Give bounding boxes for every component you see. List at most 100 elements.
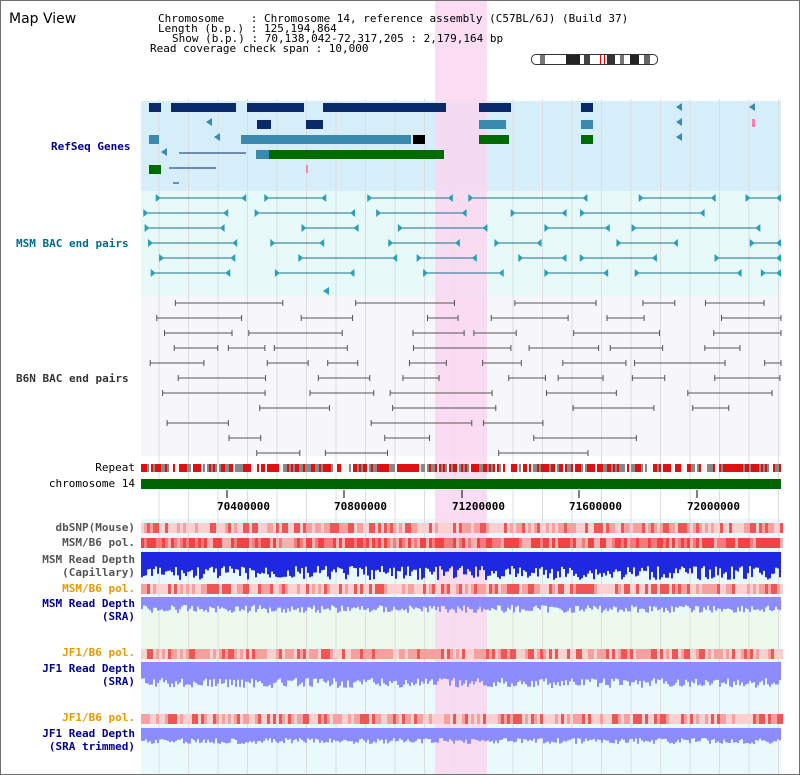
bac-end-marker <box>672 239 678 247</box>
read-depth-bar <box>289 728 291 739</box>
read-depth-bar <box>673 597 675 612</box>
repeat-mark <box>421 464 423 472</box>
read-depth-bar <box>179 552 181 580</box>
read-depth-bar <box>159 597 161 611</box>
polymorphism-mark <box>738 538 741 548</box>
read-depth-bar <box>299 597 301 613</box>
read-depth-bar <box>235 552 237 570</box>
polymorphism-mark <box>168 714 171 724</box>
polymorphism-mark <box>480 523 483 533</box>
read-depth-bar <box>541 597 543 606</box>
polymorphism-mark <box>189 584 192 594</box>
polymorphism-mark <box>597 649 600 659</box>
msm-bac-label[interactable]: MSM BAC end pairs <box>16 237 129 250</box>
read-depth-bar <box>685 597 687 606</box>
read-depth-bar <box>707 552 709 580</box>
gene-block <box>149 103 161 112</box>
polymorphism-mark <box>252 538 255 548</box>
read-depth-bar <box>355 597 357 609</box>
polymorphism-mark <box>699 538 702 548</box>
polymorphism-mark <box>351 584 354 594</box>
polymorphism-mark <box>303 538 306 548</box>
polymorphism-mark <box>591 584 594 594</box>
read-depth-bar <box>671 728 673 743</box>
polymorphism-mark <box>768 538 771 548</box>
read-depth-bar <box>231 662 233 686</box>
bac-end-marker <box>232 239 238 247</box>
gene-block <box>581 120 593 129</box>
polymorphism-mark <box>495 538 498 548</box>
read-depth-bar <box>301 597 303 608</box>
read-depth-bar <box>583 552 585 576</box>
read-depth-bar <box>637 728 639 744</box>
polymorphism-mark <box>531 538 534 548</box>
chromosome-ideogram[interactable] <box>531 54 658 65</box>
repeat-mark <box>167 464 169 472</box>
read-depth-bar <box>317 662 319 684</box>
polymorphism-mark <box>762 584 765 594</box>
polymorphism-mark <box>486 523 489 533</box>
read-depth-bar <box>417 552 419 580</box>
read-depth-bar <box>395 552 397 579</box>
read-depth-bar <box>521 662 523 685</box>
read-depth-bar <box>273 728 275 740</box>
polymorphism-mark <box>450 538 453 548</box>
polymorphism-mark <box>600 584 603 594</box>
read-depth-bar <box>141 662 143 679</box>
polymorphism-mark <box>546 714 549 724</box>
read-depth-bar <box>661 597 663 608</box>
read-depth-bar <box>163 597 165 612</box>
gene-arrow <box>749 103 755 111</box>
read-depth-bar <box>595 597 597 608</box>
read-depth-bar <box>525 552 527 572</box>
b6n-bac-label[interactable]: B6N BAC end pairs <box>16 372 129 385</box>
polymorphism-mark <box>687 584 690 594</box>
polymorphism-mark <box>387 523 390 533</box>
polymorphism-mark <box>252 523 255 533</box>
read-depth-bar <box>337 552 339 568</box>
polymorphism-mark <box>780 584 783 594</box>
polymorphism-mark <box>165 714 168 724</box>
polymorphism-mark <box>741 523 744 533</box>
read-depth-bar <box>473 597 475 613</box>
polymorphism-mark <box>642 523 645 533</box>
read-depth-bar <box>311 662 313 687</box>
read-depth-bar <box>309 552 311 578</box>
read-depth-bar <box>657 728 659 739</box>
read-depth-bar <box>149 597 151 611</box>
polymorphism-mark <box>141 523 144 533</box>
polymorphism-mark <box>366 714 369 724</box>
read-depth-bar <box>607 597 609 612</box>
repeat-mark <box>245 464 247 472</box>
read-depth-bar <box>321 728 323 741</box>
bac-end-marker <box>699 209 705 217</box>
read-depth-bar <box>215 728 217 739</box>
repeat-mark <box>411 464 413 472</box>
polymorphism-mark <box>573 538 576 548</box>
read-depth-bar <box>517 552 519 574</box>
polymorphism-mark <box>351 538 354 548</box>
read-depth-bar <box>375 728 377 743</box>
polymorphism-mark <box>696 523 699 533</box>
polymorphism-mark <box>372 649 375 659</box>
read-depth-bar <box>743 728 745 744</box>
polymorphism-mark <box>210 649 213 659</box>
read-depth-bar <box>237 728 239 744</box>
read-depth-bar <box>649 552 651 580</box>
polymorphism-mark <box>669 538 672 548</box>
polymorphism-mark <box>615 584 618 594</box>
read-depth-bar <box>141 728 143 741</box>
polymorphism-mark <box>267 714 270 724</box>
read-depth-bar <box>291 662 293 681</box>
polymorphism-mark <box>684 538 687 548</box>
read-depth-bar <box>479 597 481 608</box>
read-depth-bar <box>707 728 709 741</box>
repeat-mark <box>209 464 211 472</box>
read-depth-bar <box>707 662 709 682</box>
refseq-genes-label[interactable]: RefSeq Genes <box>51 140 131 153</box>
read-depth-bar <box>195 662 197 684</box>
read-depth-bar <box>181 552 183 571</box>
read-depth-bar <box>261 728 263 743</box>
repeat-mark <box>425 464 427 472</box>
